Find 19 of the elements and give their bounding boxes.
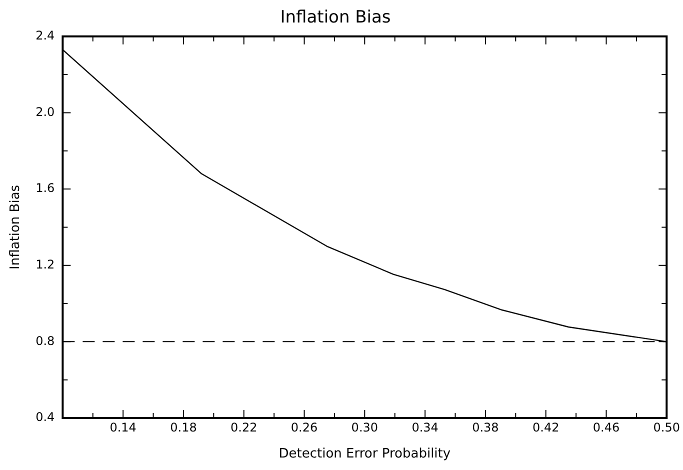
y-tick-label: 2.0	[36, 104, 55, 119]
x-tick-label: 0.14	[110, 420, 136, 434]
x-tick-label: 0.18	[170, 420, 197, 434]
y-tick-label: 0.4	[36, 410, 55, 424]
y-tick-label: 1.2	[36, 257, 55, 272]
x-tick-label: 0.34	[412, 420, 438, 434]
x-tick-label: 0.30	[351, 420, 378, 434]
y-axis-title: Inflation Bias	[8, 184, 24, 270]
y-tick-label: 0.8	[36, 334, 55, 348]
x-tick-label: 0.22	[230, 420, 258, 434]
x-axis-title: Detection Error Probability	[278, 446, 451, 462]
x-tick-label: 0.46	[592, 420, 620, 434]
x-tick-label: 0.50	[653, 420, 680, 434]
y-tick-label: 2.4	[36, 28, 55, 43]
x-tick-label: 0.42	[532, 420, 560, 434]
chart-title: Inflation Bias	[280, 8, 391, 28]
y-tick-label: 1.6	[36, 181, 55, 196]
x-tick-label: 0.26	[290, 420, 318, 434]
x-tick-label: 0.38	[472, 420, 499, 434]
